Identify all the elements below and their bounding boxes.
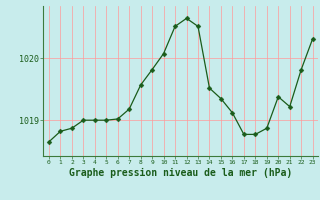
- X-axis label: Graphe pression niveau de la mer (hPa): Graphe pression niveau de la mer (hPa): [69, 168, 292, 178]
